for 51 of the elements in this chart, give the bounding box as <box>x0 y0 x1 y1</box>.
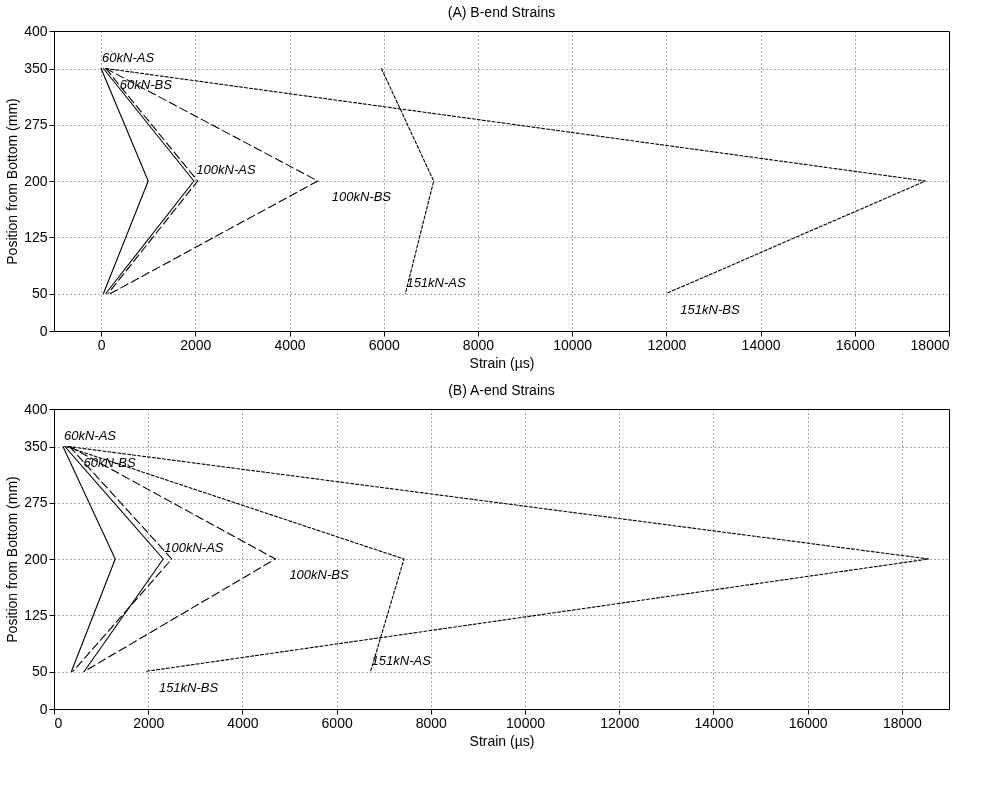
x-tick-label: 18000 <box>910 336 950 353</box>
x-tick-label: 12000 <box>600 714 640 731</box>
y-tick-label: 275 <box>24 494 48 511</box>
y-tick-label: 50 <box>31 663 48 679</box>
x-tick-label: 8000 <box>462 336 495 353</box>
x-tick-label: 18000 <box>882 714 923 731</box>
x-axis-title: Strain (µs) <box>469 732 535 749</box>
x-tick-label: 10000 <box>506 714 546 731</box>
y-tick-label: 0 <box>39 322 48 339</box>
x-tick-label: 2000 <box>180 336 212 353</box>
annotation: 100kN-BS <box>289 567 349 582</box>
annotation: 151kN-BS <box>680 301 740 317</box>
y-tick-label: 400 <box>24 400 48 417</box>
annotation: 60kN-AS <box>63 427 117 443</box>
y-axis-title: Position from Bottom (mm) <box>4 476 21 643</box>
x-tick-label: 10000 <box>553 336 593 353</box>
annotation: 100kN-BS <box>331 189 392 204</box>
x-tick-label: 14000 <box>741 336 781 353</box>
x-tick-label: 16000 <box>835 336 875 353</box>
y-tick-label: 50 <box>31 285 48 301</box>
annotation: 151kN-BS <box>158 679 219 695</box>
x-tick-label: 8000 <box>415 714 448 731</box>
annotation: 60kN-AS <box>102 49 155 65</box>
x-tick-label: 6000 <box>321 714 353 731</box>
annotation: 151kN-AS <box>371 652 432 668</box>
y-tick-label: 125 <box>24 228 48 245</box>
annotation: 100kN-AS <box>164 540 224 555</box>
y-tick-label: 275 <box>24 116 48 133</box>
x-tick-label: 2000 <box>133 714 165 731</box>
x-tick-label: 12000 <box>647 336 687 353</box>
chart-title: (A) B-end Strains <box>447 4 556 20</box>
x-tick-label: 0 <box>97 336 106 353</box>
y-tick-label: 200 <box>24 550 48 567</box>
annotation: 60kN-BS <box>119 76 173 92</box>
x-tick-label: 4000 <box>227 714 259 731</box>
x-tick-label: 16000 <box>788 714 828 731</box>
y-tick-label: 400 <box>24 22 48 39</box>
y-tick-label: 125 <box>24 606 48 623</box>
y-tick-label: 200 <box>24 172 48 189</box>
y-tick-label: 0 <box>39 700 48 717</box>
x-tick-label: 6000 <box>368 336 401 353</box>
y-tick-label: 350 <box>24 60 48 76</box>
x-axis-title: Strain (µs) <box>469 354 535 371</box>
x-tick-label: 0 <box>54 714 63 731</box>
annotation: 151kN-AS <box>406 274 466 290</box>
y-tick-label: 350 <box>24 438 48 454</box>
annotation: 100kN-AS <box>196 162 256 177</box>
y-axis-title: Position from Bottom (mm) <box>4 98 21 265</box>
chart-title: (B) A-end Strains <box>448 382 555 398</box>
x-tick-label: 14000 <box>694 714 734 731</box>
x-tick-label: 4000 <box>274 336 306 353</box>
